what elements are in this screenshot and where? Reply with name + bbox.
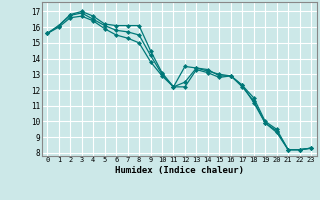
X-axis label: Humidex (Indice chaleur): Humidex (Indice chaleur) [115,166,244,175]
